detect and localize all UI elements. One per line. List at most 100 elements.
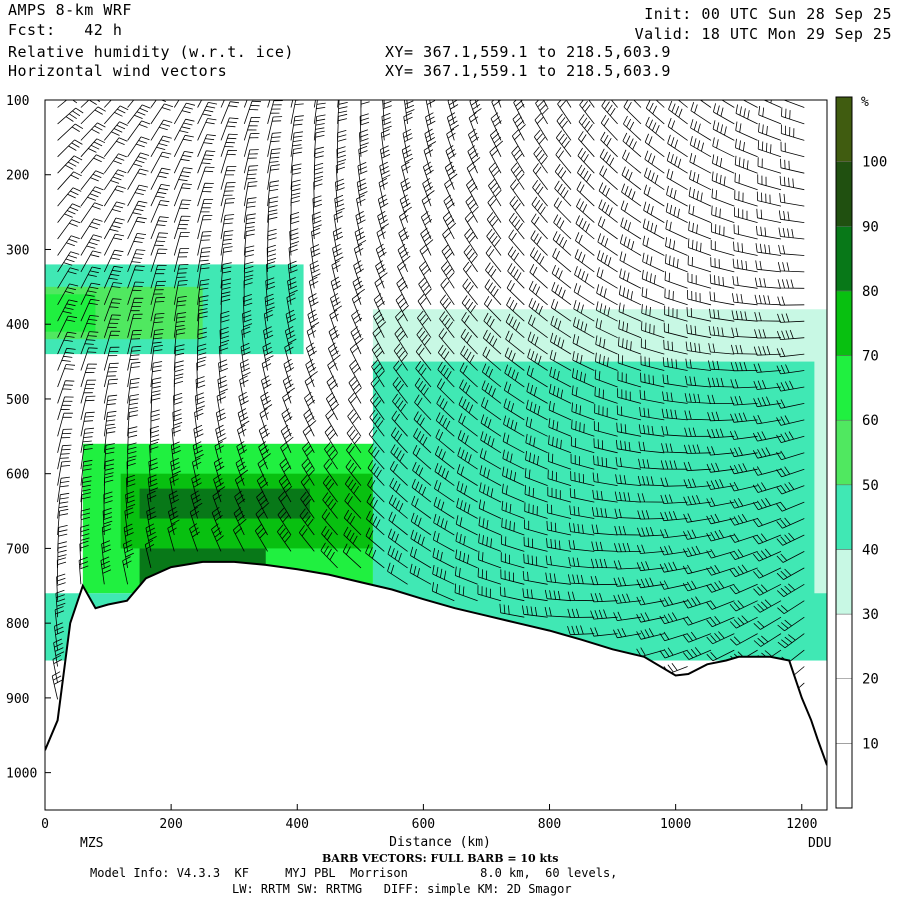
wind-barb-725 xyxy=(599,148,618,174)
wind-barb-455 xyxy=(393,343,408,371)
wind-barb-239 xyxy=(211,523,224,552)
wind-barb-453 xyxy=(395,310,408,338)
wind-barb-82 xyxy=(103,330,121,355)
wind-barb-775 xyxy=(615,439,642,454)
wind-barb-472 xyxy=(424,128,437,157)
wind-barb-468 xyxy=(387,562,408,585)
wind-barb-246 xyxy=(243,181,258,207)
wind-barb-652 xyxy=(523,553,548,569)
wind-barb-926 xyxy=(735,121,758,141)
wind-barb-1023 xyxy=(777,616,805,632)
wind-barb-571 xyxy=(485,245,502,273)
wind-barb-234 xyxy=(214,441,224,470)
wind-barb-550 xyxy=(458,413,478,437)
wind-barb-523 xyxy=(434,479,455,503)
wind-barb-365 xyxy=(330,293,343,322)
wind-barb-865 xyxy=(687,238,712,256)
wind-barb-429 xyxy=(369,393,385,421)
wind-barb-1013 xyxy=(776,450,805,461)
wind-barb-983 xyxy=(752,517,782,528)
wind-barb-215 xyxy=(220,133,238,157)
wind-barb-316 xyxy=(281,408,293,437)
wind-barb-342 xyxy=(304,375,315,404)
wind-barb-500 xyxy=(447,100,459,125)
wind-barb-601 xyxy=(508,229,525,256)
wind-barb-188 xyxy=(197,150,216,174)
wind-barb-441 xyxy=(403,112,413,141)
wind-barb-41 xyxy=(80,154,105,174)
wind-barb-606 xyxy=(505,313,525,339)
wind-barb-521 xyxy=(434,446,455,470)
wind-barb-360 xyxy=(333,211,343,240)
wind-barb-262 xyxy=(236,441,248,470)
wind-barb-1018 xyxy=(776,532,805,546)
wind-barb-905 xyxy=(708,343,735,355)
wind-barb-861 xyxy=(689,170,712,191)
wind-barb-1004 xyxy=(777,296,805,306)
wind-barb-919 xyxy=(706,580,735,593)
wind-barb-660 xyxy=(555,147,572,174)
wind-barb-583 xyxy=(479,448,502,470)
wind-barb-19 xyxy=(57,396,74,421)
wind-barb-507 xyxy=(442,211,457,240)
wind-barb-746 xyxy=(591,507,618,519)
wind-barb-515 xyxy=(437,344,455,371)
wind-barb-750 xyxy=(590,575,618,586)
wind-barb-867 xyxy=(687,272,712,289)
wind-barb-711 xyxy=(570,471,595,486)
wind-barb-43 xyxy=(80,186,104,207)
wind-barb-336 xyxy=(308,276,319,305)
wind-barb-416 xyxy=(378,178,388,207)
wind-barb-387 xyxy=(356,178,368,207)
wind-barb-349 xyxy=(300,491,315,519)
wind-barb-932 xyxy=(733,224,758,240)
wind-barb-313 xyxy=(283,358,295,388)
wind-barb-747 xyxy=(591,524,618,536)
field-name-wind: Horizontal wind vectors xyxy=(8,62,228,80)
wind-barb-328 xyxy=(313,146,324,174)
wind-barb-796 xyxy=(642,235,665,256)
wind-barb-212 xyxy=(220,100,225,108)
wind-barb-927 xyxy=(735,138,758,158)
wind-barb-773 xyxy=(616,405,642,421)
wind-barb-449 xyxy=(397,243,411,273)
wind-barb-878 xyxy=(683,461,712,472)
wind-barb-338 xyxy=(307,309,320,338)
wind-barb-373 xyxy=(324,425,338,454)
wind-barb-112 xyxy=(127,329,142,355)
wind-barb-136 xyxy=(150,232,169,256)
wind-barb-512 xyxy=(439,294,455,322)
wind-barb-466 xyxy=(387,528,408,552)
wind-barb-821 xyxy=(677,100,688,108)
wind-barb-629 xyxy=(532,163,548,190)
wind-barb-469 xyxy=(429,100,432,108)
wind-barb-612 xyxy=(503,415,525,437)
wind-barb-949 xyxy=(729,513,758,526)
wind-barb-1008 xyxy=(776,364,805,375)
wind-barb-418 xyxy=(377,210,390,240)
wind-barb-887 xyxy=(682,616,712,626)
wind-barb-688 xyxy=(588,100,595,108)
wind-barb-851 xyxy=(659,596,688,607)
wind-barb-76 xyxy=(103,233,125,256)
colorbar-level-label: 60 xyxy=(862,413,879,429)
wind-barb-714 xyxy=(568,522,595,536)
wind-barb-451 xyxy=(396,277,408,305)
wind-barb-544 xyxy=(461,311,478,338)
wind-barb-51 xyxy=(80,315,99,338)
model-info-line2: LW: RRTM SW: RRTMG DIFF: simple KM: 2D S… xyxy=(232,882,572,896)
colorbar-swatch-1 xyxy=(835,678,853,744)
wind-barb-72 xyxy=(103,169,127,190)
wind-barb-207 xyxy=(192,457,202,486)
wind-barb-923 xyxy=(706,649,735,662)
wind-barb-448 xyxy=(398,227,410,256)
wind-barb-809 xyxy=(638,458,665,470)
wind-barb-936 xyxy=(732,293,758,306)
wind-barb-527 xyxy=(432,548,455,569)
colorbar-unit: % xyxy=(861,95,869,110)
wind-barb-771 xyxy=(617,371,642,388)
wind-barb-285 xyxy=(261,358,272,388)
wind-barb-409 xyxy=(342,543,362,569)
wind-barb-417 xyxy=(377,194,389,223)
wind-barb-331 xyxy=(312,195,323,223)
